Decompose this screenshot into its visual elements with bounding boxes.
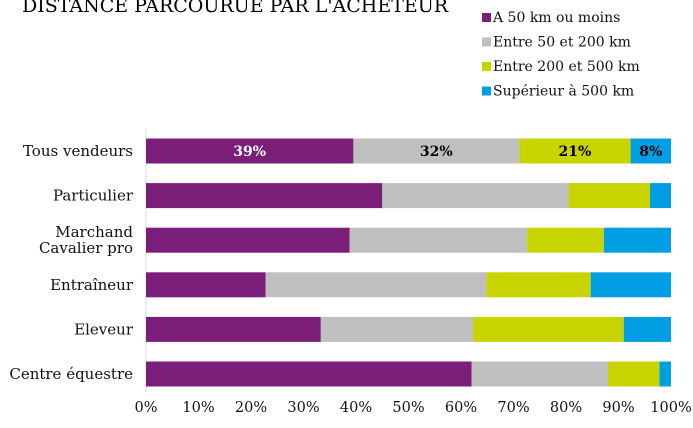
bar-segment [146, 183, 383, 209]
bar-segment [353, 138, 520, 164]
legend-label: Supérieur à 500 km [493, 83, 634, 100]
bar-segment [349, 227, 528, 253]
bar-segment [471, 361, 608, 387]
x-tick-label: 0% [134, 400, 157, 416]
bars [146, 138, 671, 387]
bar-segment [650, 183, 671, 209]
data-labels: 39% 32% 21% 8% [233, 144, 662, 160]
data-label: 8% [639, 144, 662, 160]
bar-segment [265, 272, 487, 298]
legend-label: Entre 50 et 200 km [493, 35, 631, 51]
data-label: 39% [233, 144, 266, 160]
bar-segment [473, 316, 624, 342]
x-tick-label: 90% [602, 400, 634, 416]
bar-segment [623, 316, 671, 342]
legend-swatch [482, 37, 491, 47]
x-tick-label: 100% [650, 400, 691, 416]
bar-segment [630, 138, 671, 164]
bar-segment [527, 227, 604, 253]
bar-segment [146, 138, 354, 164]
x-tick-label: 20% [235, 400, 267, 416]
legend-label: A 50 km ou moins [492, 10, 620, 26]
legend-label: Entre 200 et 500 km [493, 59, 640, 75]
category-labels: Tous vendeurs Particulier MarchandCavalier… [9, 142, 133, 383]
x-tick-label: 50% [392, 400, 424, 416]
bar-segment [568, 183, 650, 209]
x-tick-label: 60% [445, 400, 477, 416]
category-label: Tous vendeurs [23, 142, 133, 160]
bar-segment [659, 361, 671, 387]
bar-segment [590, 272, 671, 298]
x-tick-label: 70% [497, 400, 529, 416]
bar-segment [320, 316, 474, 342]
x-tick-label: 30% [287, 400, 319, 416]
bar-segment [603, 227, 671, 253]
bar-segment [382, 183, 569, 209]
data-label: 21% [559, 144, 592, 160]
bar-segment [146, 316, 321, 342]
legend-swatch [482, 86, 491, 96]
bar-segment [486, 272, 591, 298]
x-tick-labels: 0% 10% 20% 30% 40% 50% 60% 70% 80% 90% 100% [134, 400, 691, 416]
category-label: Particulier [53, 187, 134, 205]
category-label: Entraîneur [50, 276, 134, 294]
category-label: Centre équestre [9, 365, 133, 383]
category-label: Cavalier pro [39, 239, 133, 257]
bar-segment [146, 361, 472, 387]
bar-segment [519, 138, 631, 164]
category-label: Eleveur [74, 320, 134, 338]
bar-segment [146, 227, 350, 253]
chart-title: DISTANCE PARCOURUE PAR L'ACHETEUR [22, 0, 449, 17]
legend-swatch [482, 62, 491, 71]
category-label: Marchand [55, 223, 133, 241]
legend: A 50 km ou moins Entre 50 et 200 km Entre … [482, 10, 640, 100]
bar-segment [146, 272, 266, 298]
legend-swatch [482, 13, 491, 22]
bar-segment [608, 361, 660, 387]
x-tick-label: 10% [182, 400, 214, 416]
x-tick-label: 40% [340, 400, 372, 416]
x-tick-label: 80% [550, 400, 582, 416]
data-label: 32% [420, 144, 453, 160]
